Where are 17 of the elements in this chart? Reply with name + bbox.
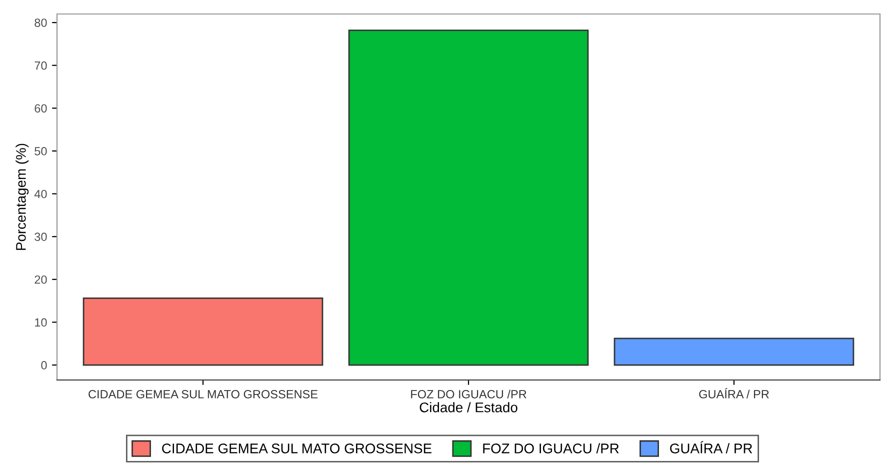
legend-label: GUAÍRA / PR [670, 441, 752, 454]
x-tick-label: GUAÍRA / PR [699, 388, 769, 398]
y-tick-label: 40 [34, 190, 47, 198]
y-tick-label: 50 [34, 147, 47, 156]
y-tick-label: 70 [34, 61, 47, 70]
y-tick-label: 60 [34, 104, 47, 113]
legend-label: FOZ DO IGUACU /PR [483, 443, 619, 454]
x-tick-label: FOZ DO IGUACU /PR [411, 390, 526, 398]
y-tick-label: 20 [34, 275, 47, 284]
y-tick-label: 10 [35, 318, 47, 327]
x-tick-label: CIDADE GEMEA SUL MATO GROSSENSE [88, 390, 318, 398]
y-axis-title: Porcentagem (%) [16, 144, 29, 250]
legend-label: CIDADE GEMEA SUL MATO GROSSENSE [162, 444, 432, 454]
y-tick-label: 0 [41, 361, 47, 370]
y-tick-label: 30 [34, 232, 47, 241]
y-tick-label: 80 [34, 18, 47, 27]
x-axis-title: Cidade / Estado [420, 402, 518, 412]
